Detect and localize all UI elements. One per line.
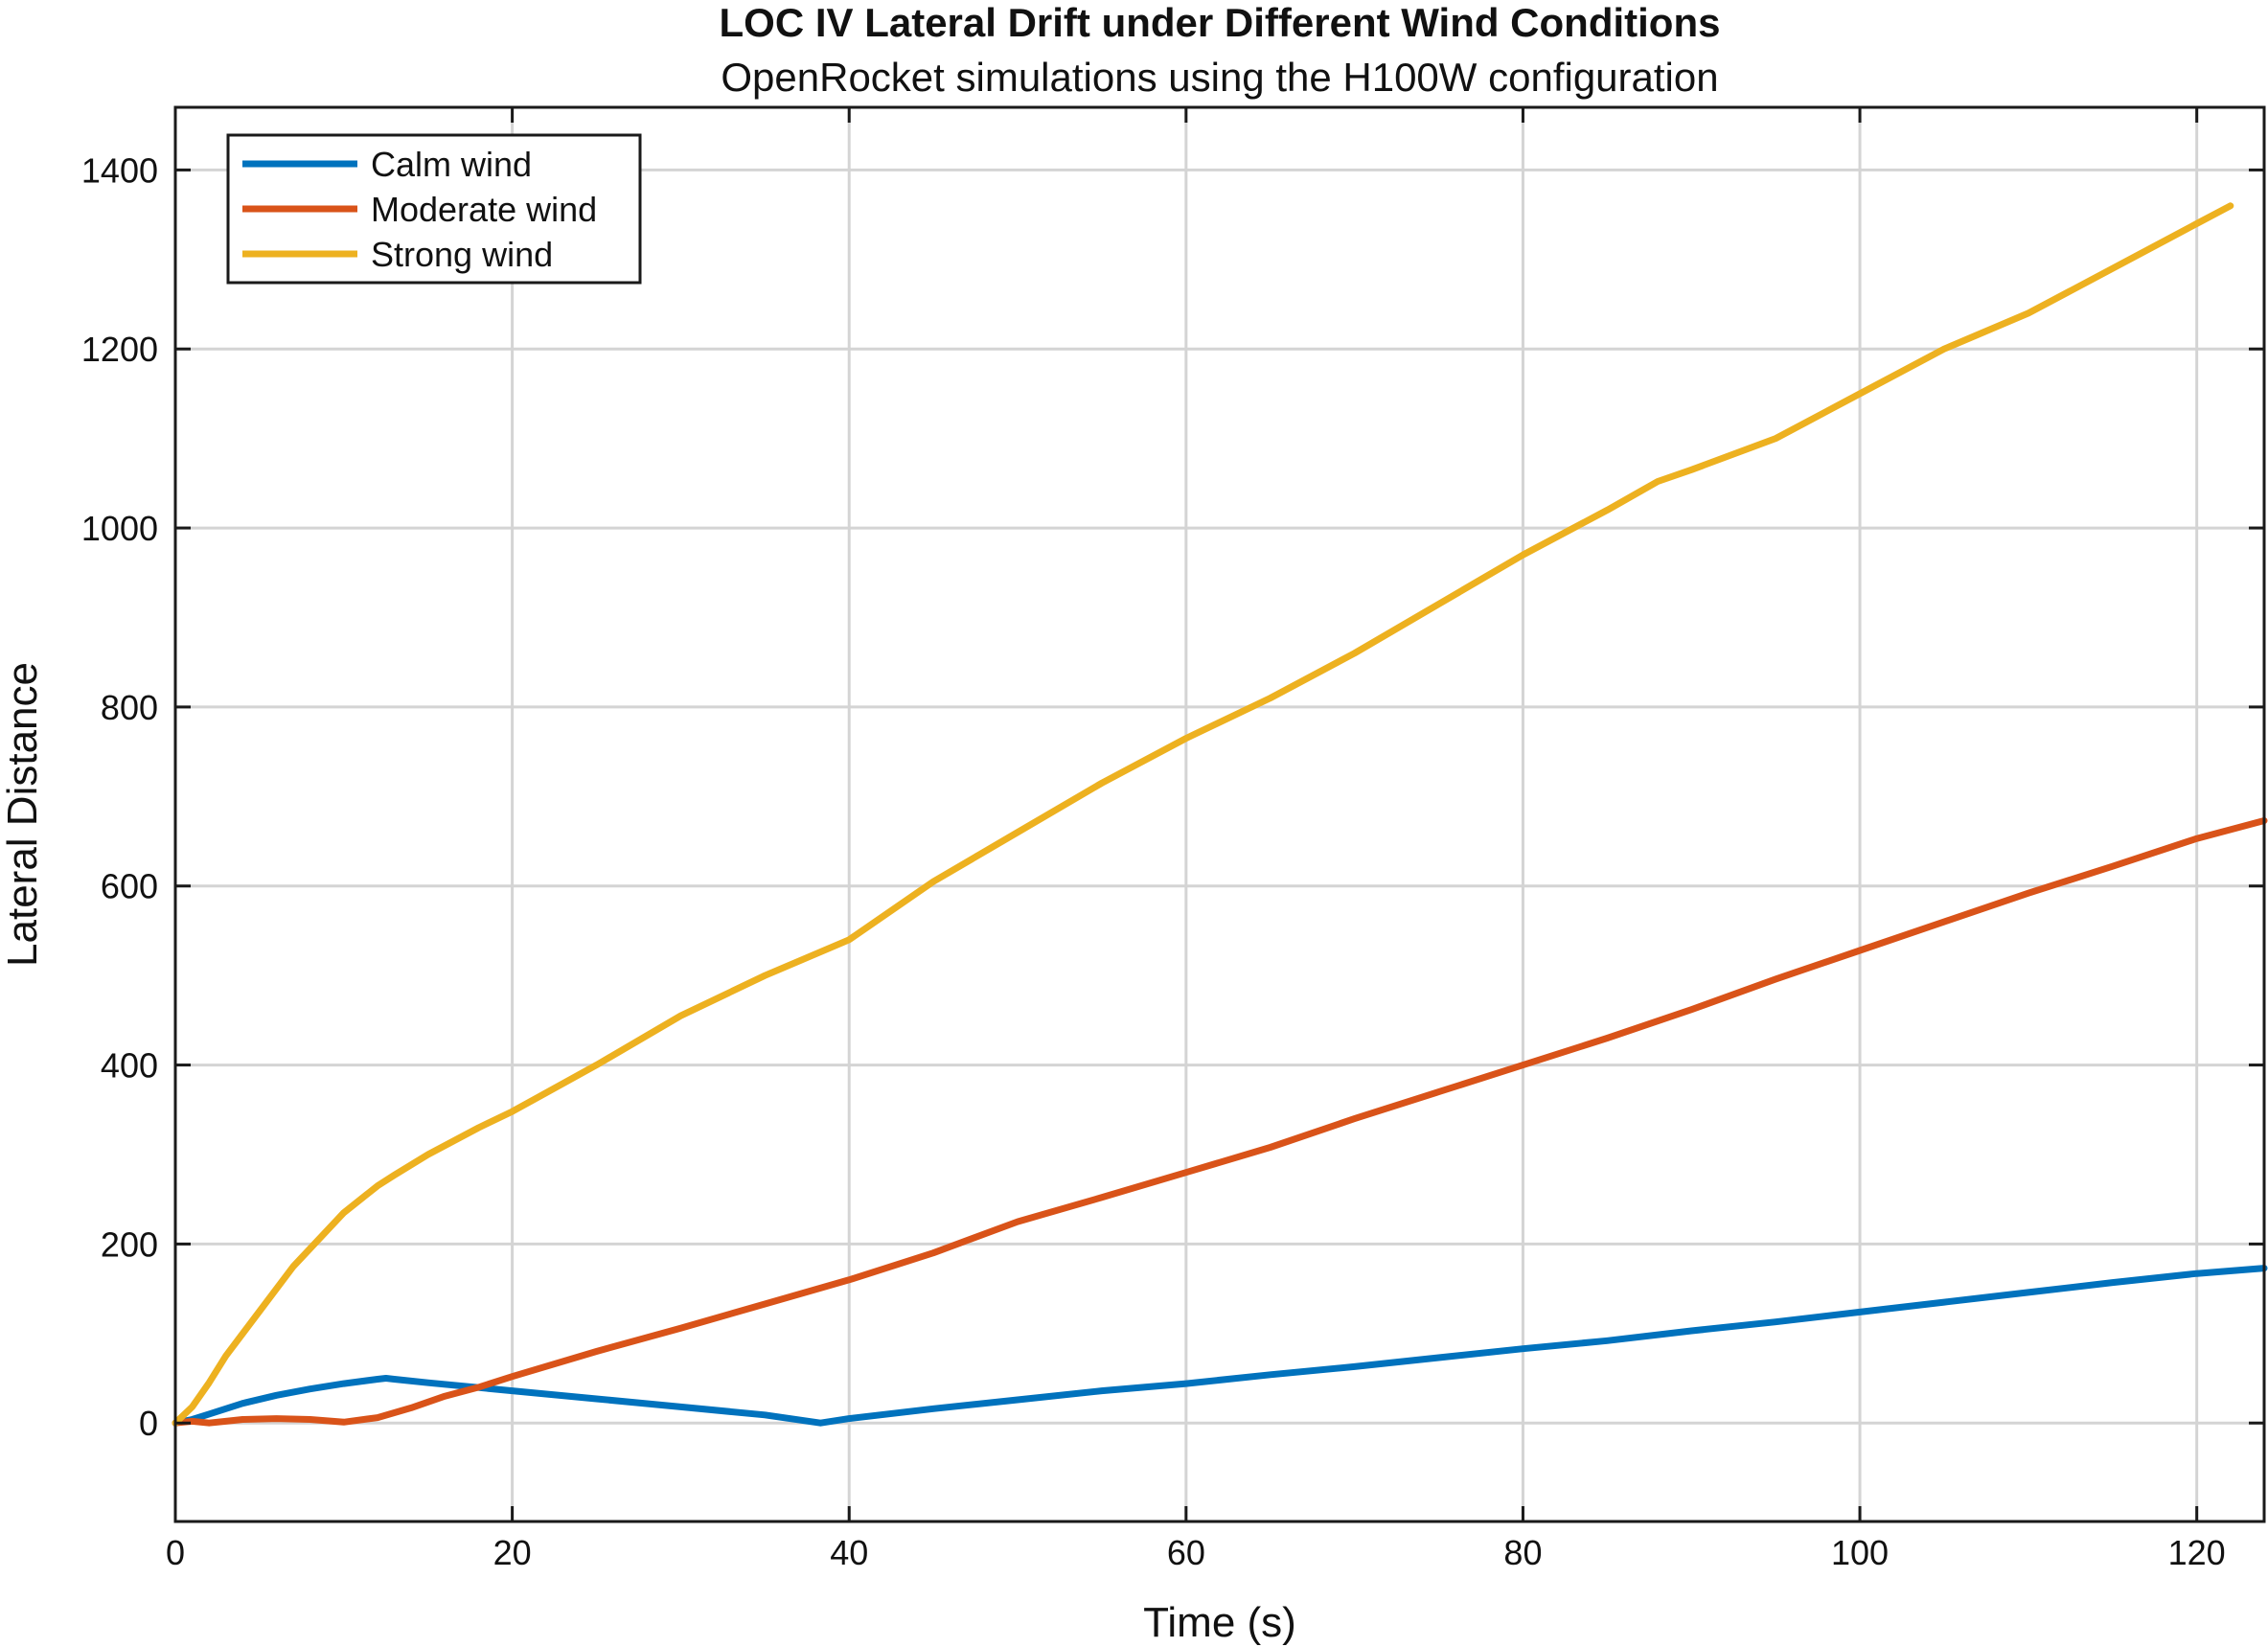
x-tick-label: 20	[493, 1533, 532, 1572]
y-axis-label: Lateral Distance	[0, 662, 46, 967]
x-axis-label: Time (s)	[1143, 1599, 1296, 1646]
series-line-moderate-wind	[172, 817, 2268, 1427]
y-tick-label: 400	[101, 1046, 158, 1086]
chart-subtitle: OpenRocket simulations using the H100W c…	[721, 55, 1718, 100]
x-tick-label: 120	[2168, 1533, 2226, 1572]
x-tick-label: 100	[1831, 1533, 1889, 1572]
y-tick-label: 1200	[81, 330, 158, 369]
x-tick-label: 40	[830, 1533, 868, 1572]
y-tick-label: 1000	[81, 509, 158, 548]
x-tick-label: 60	[1167, 1533, 1205, 1572]
x-tick-label: 0	[166, 1533, 185, 1572]
series-lines	[172, 202, 2268, 1427]
legend-label-strong-wind: Strong wind	[371, 235, 553, 274]
plot-area-frame	[173, 105, 2266, 1523]
series-line-strong-wind	[172, 202, 2234, 1427]
y-tick-label: 600	[101, 867, 158, 906]
legend-label-calm-wind: Calm wind	[371, 145, 532, 184]
y-tick-label: 1400	[81, 150, 158, 190]
legend-items: Calm wind Moderate wind Strong wind	[242, 145, 597, 274]
legend-label-moderate-wind: Moderate wind	[371, 190, 597, 229]
y-tick-label: 0	[139, 1404, 158, 1443]
chart-title: LOC IV Lateral Drift under Different Win…	[720, 0, 1721, 45]
x-tick-label: 80	[1503, 1533, 1542, 1572]
series-line-calm-wind	[172, 1265, 2268, 1427]
legend: Calm wind Moderate wind Strong wind	[226, 133, 642, 285]
grid	[173, 107, 2264, 1521]
y-tick-label: 800	[101, 688, 158, 727]
y-tick-label: 200	[101, 1224, 158, 1264]
